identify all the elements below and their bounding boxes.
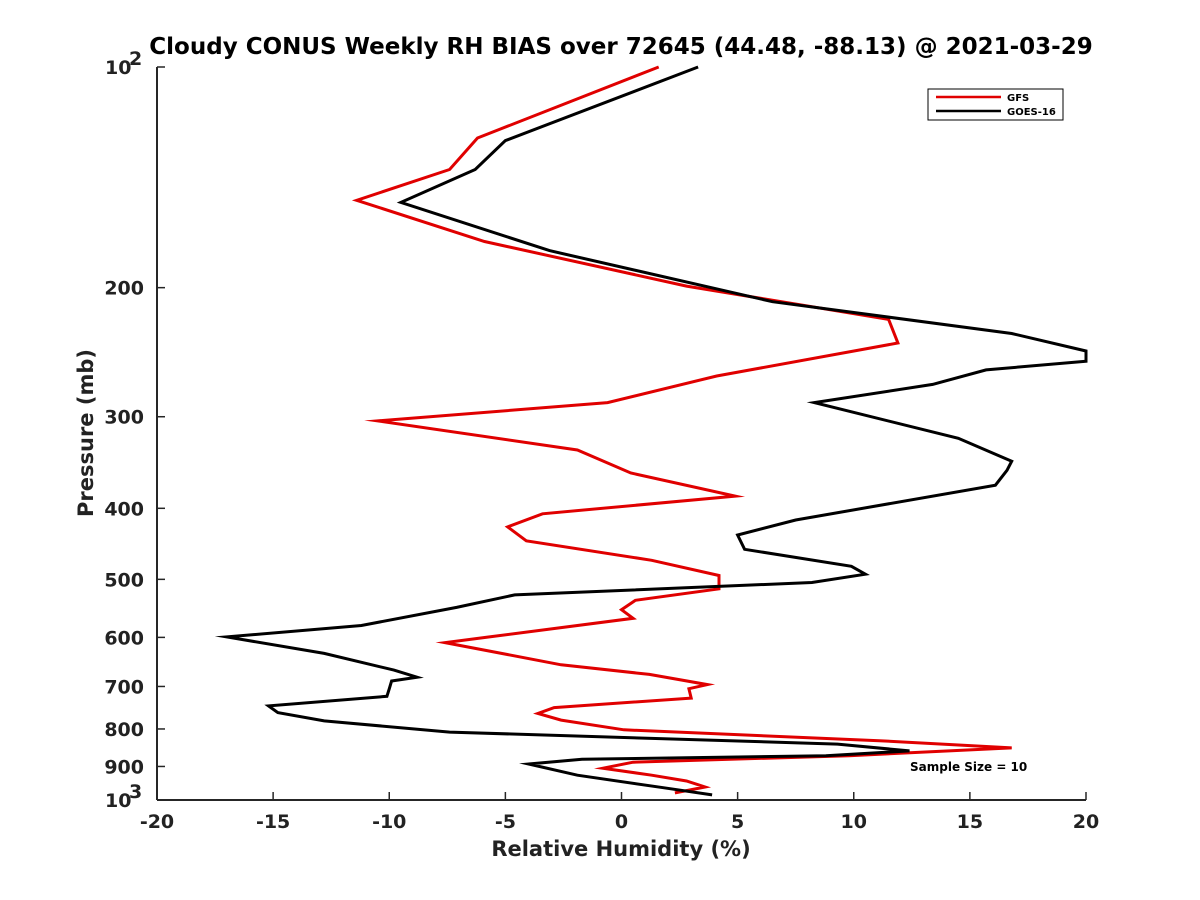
series-lines	[214, 65, 1088, 797]
x-tick-label: 5	[731, 811, 744, 833]
y-tick-label: 700	[104, 676, 144, 698]
y-axis-label: Pressure (mb)	[74, 349, 98, 517]
y-tick-label: 300	[104, 407, 144, 429]
x-axis-label: Relative Humidity (%)	[491, 837, 750, 861]
legend-box	[927, 88, 1064, 121]
series-line-gfs	[351, 65, 1012, 795]
y-tick-label: 900	[104, 756, 144, 778]
y-tick-exponent: 2	[129, 48, 142, 70]
y-tick-label: 500	[104, 569, 144, 591]
x-tick-label: -15	[256, 811, 290, 833]
y-tick-label: 800	[104, 719, 144, 741]
y-tick-label: 600	[104, 627, 144, 649]
x-axis-ticks: -20 -15 -10 -5 0 5 10 15 20	[140, 792, 1099, 833]
x-tick-label: 10	[841, 811, 867, 833]
series-line-goes16	[214, 65, 1088, 797]
y-tick-exponent: 3	[129, 781, 142, 803]
sample-size-annotation: Sample Size = 10	[910, 760, 1027, 774]
legend-label-gfs: GFS	[1007, 93, 1029, 104]
chart-title: Cloudy CONUS Weekly RH BIAS over 72645 (…	[149, 34, 1092, 60]
y-tick-label: 400	[104, 498, 144, 520]
x-tick-label: 15	[957, 811, 983, 833]
x-tick-label: -20	[140, 811, 174, 833]
x-tick-label: 0	[615, 811, 628, 833]
legend: GFS GOES-16	[927, 88, 1064, 121]
x-tick-label: -5	[495, 811, 516, 833]
plot-area	[157, 67, 1086, 800]
y-tick-label: 200	[104, 278, 144, 300]
x-tick-label: -10	[372, 811, 406, 833]
y-tick-label: 10	[105, 57, 131, 79]
x-tick-label: 20	[1073, 811, 1099, 833]
legend-label-goes16: GOES-16	[1007, 107, 1056, 118]
y-tick-label: 10	[105, 790, 131, 812]
